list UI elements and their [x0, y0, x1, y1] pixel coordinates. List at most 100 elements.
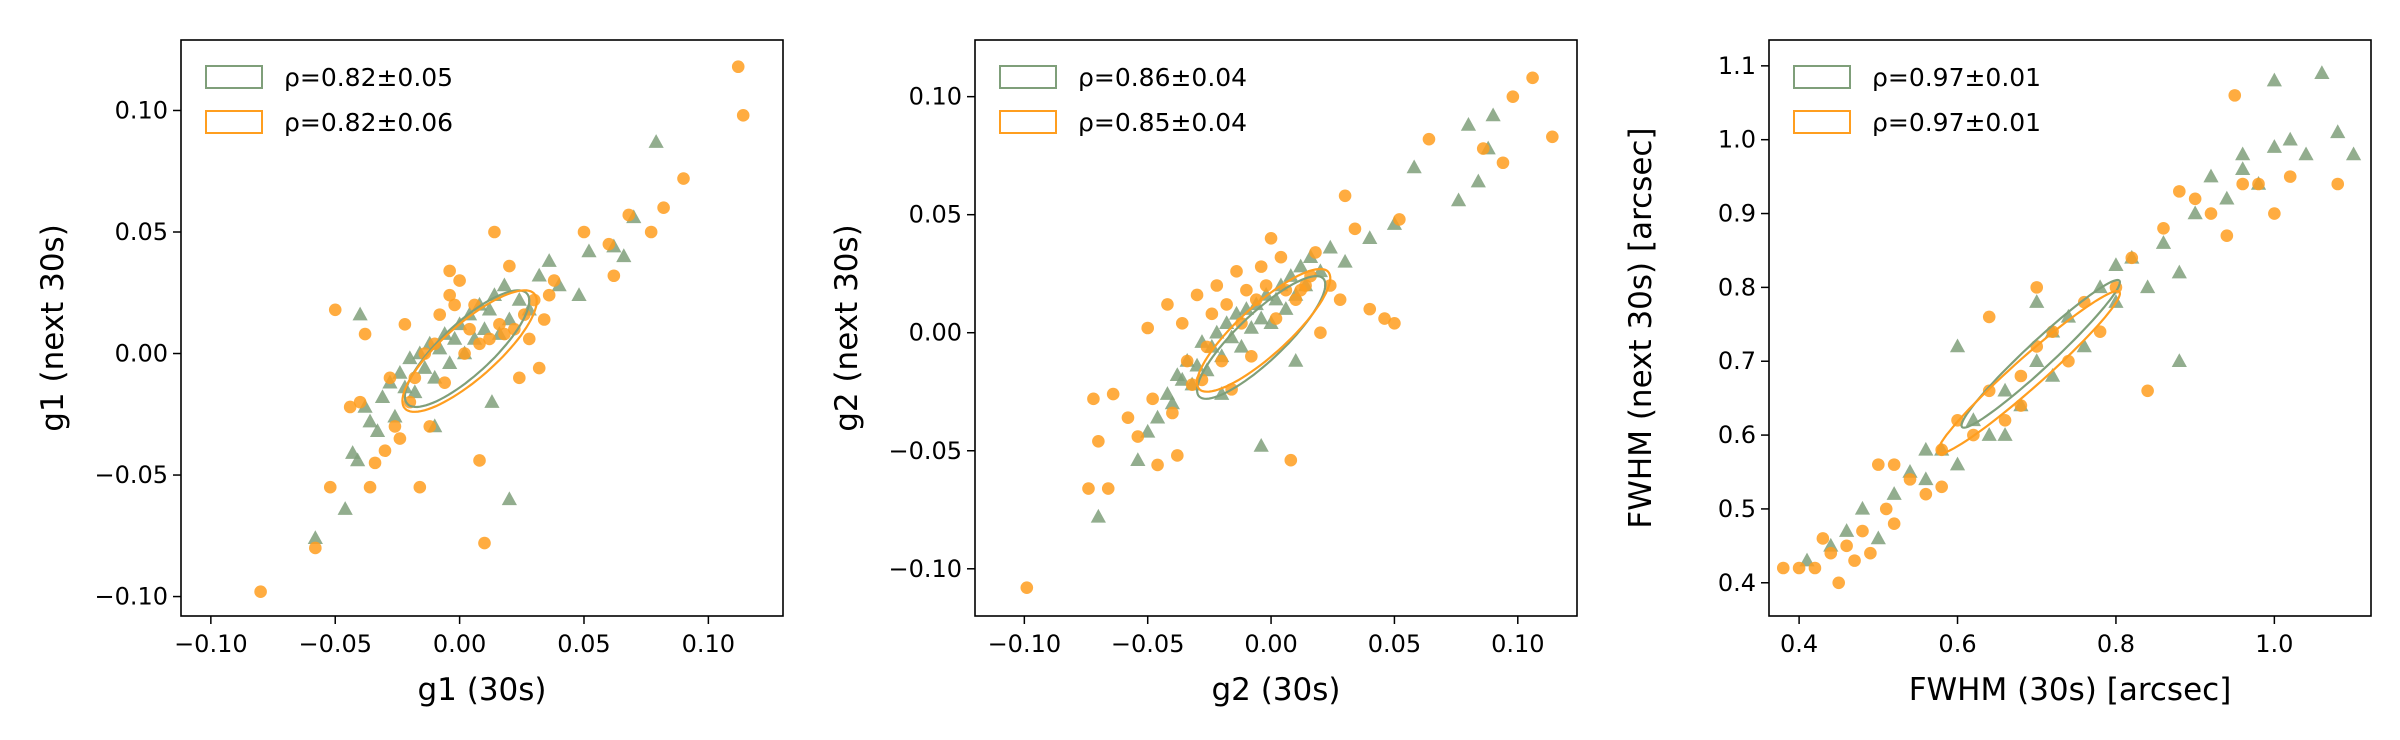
y-tick-label: 0.9 — [1718, 200, 1756, 228]
data-point-circle — [622, 208, 636, 222]
data-point-circle — [463, 322, 476, 336]
data-point-triangle — [407, 384, 423, 399]
data-point-circle — [1546, 130, 1559, 144]
x-tick-label: −0.05 — [1111, 630, 1185, 658]
data-point-circle — [522, 332, 536, 346]
data-point-circle — [1309, 246, 1322, 259]
data-point-circle — [1879, 502, 1893, 516]
data-point-triangle — [350, 452, 366, 467]
x-axis-label: g2 (30s) — [1211, 672, 1340, 708]
data-point-triangle — [501, 491, 517, 506]
data-point-triangle — [2044, 368, 2061, 382]
data-point-triangle — [2060, 308, 2077, 323]
data-point-circle — [1338, 189, 1352, 203]
data-point-circle — [1816, 532, 1830, 545]
covariance-ellipse-1 — [1960, 278, 2122, 429]
data-point-circle — [2093, 325, 2107, 338]
legend-label: ρ=0.85±0.04 — [1078, 108, 1247, 137]
data-point-triangle — [1854, 500, 1871, 515]
data-point-triangle — [1293, 258, 1309, 273]
data-point-circle — [1476, 142, 1490, 155]
covariance-ellipse-2 — [401, 289, 538, 413]
data-point-triangle — [2282, 131, 2298, 146]
data-point-triangle — [1278, 301, 1294, 315]
y-tick-label: −0.05 — [888, 437, 962, 465]
data-point-circle — [483, 332, 496, 346]
y-tick-label: 0.00 — [115, 340, 168, 368]
data-point-circle — [731, 60, 745, 74]
data-point-triangle — [1233, 338, 1250, 353]
data-point-circle — [1087, 392, 1100, 406]
data-point-circle — [2331, 177, 2345, 191]
data-point-circle — [493, 318, 506, 331]
data-point-triangle — [1470, 173, 1486, 188]
data-point-circle — [1259, 279, 1273, 292]
data-point-circle — [1422, 132, 1436, 146]
data-point-circle — [1378, 312, 1391, 325]
data-point-circle — [1903, 473, 1917, 486]
data-point-triangle — [481, 301, 498, 316]
x-tick-label: −0.10 — [174, 630, 248, 658]
covariance-ellipse-2 — [1936, 289, 2122, 455]
data-point-circle — [2030, 281, 2044, 294]
data-point-circle — [2173, 185, 2186, 198]
x-axis-label: FWHM (30s) [arcsec] — [1909, 672, 2232, 708]
data-point-triangle — [1322, 239, 1338, 254]
data-point-circle — [537, 313, 551, 326]
data-point-triangle — [2187, 205, 2203, 220]
data-point-circle — [1190, 288, 1204, 302]
data-point-circle — [254, 585, 267, 598]
data-point-triangle — [1130, 452, 1146, 466]
data-point-triangle — [1823, 537, 1839, 552]
y-tick-label: 0.05 — [115, 218, 168, 246]
x-tick-label: 0.00 — [1244, 630, 1297, 658]
y-tick-label: 0.05 — [909, 201, 962, 229]
x-tick-label: 0.4 — [1780, 630, 1818, 658]
data-point-triangle — [1918, 441, 1934, 456]
data-point-circle — [677, 172, 690, 185]
data-point-circle — [328, 303, 342, 317]
data-point-triangle — [2298, 146, 2314, 161]
data-point-circle — [1180, 354, 1194, 368]
data-point-circle — [542, 288, 556, 302]
data-point-triangle — [484, 394, 500, 408]
data-point-circle — [413, 480, 427, 494]
y-tick-label: −0.10 — [94, 583, 168, 611]
data-point-circle — [1872, 458, 1885, 471]
data-point-triangle — [476, 321, 493, 335]
data-point-triangle — [1839, 523, 1855, 537]
data-point-triangle — [511, 292, 527, 306]
y-tick-label: 0.7 — [1718, 347, 1756, 375]
data-point-circle — [1146, 392, 1159, 406]
data-point-circle — [438, 376, 451, 389]
legend-swatch — [1793, 110, 1851, 134]
data-point-triangle — [1228, 305, 1245, 320]
data-point-triangle — [501, 311, 517, 326]
data-point-circle — [2236, 177, 2249, 191]
data-point-circle — [388, 420, 402, 433]
data-point-circle — [1314, 326, 1327, 340]
data-point-triangle — [1450, 192, 1467, 207]
legend-label: ρ=0.82±0.06 — [284, 108, 453, 137]
y-tick-label: 1.1 — [1718, 52, 1756, 80]
data-point-circle — [2141, 384, 2154, 398]
legend-swatch — [205, 110, 263, 134]
data-point-triangle — [496, 277, 512, 292]
data-point-circle — [478, 536, 491, 550]
data-point-circle — [353, 395, 367, 409]
series-1 — [1799, 65, 2362, 567]
y-tick-label: 0.10 — [909, 83, 962, 111]
data-point-circle — [1840, 539, 1853, 553]
data-point-triangle — [337, 501, 353, 515]
data-point-circle — [383, 371, 397, 385]
plot-frame — [974, 39, 1578, 617]
y-tick-label: 0.8 — [1718, 273, 1756, 301]
legend: ρ=0.97±0.01 ρ=0.97±0.01 — [1793, 63, 2041, 137]
legend-label: ρ=0.86±0.04 — [1078, 63, 1247, 92]
data-point-circle — [547, 274, 561, 287]
data-point-circle — [1919, 487, 1933, 501]
series-2 — [1020, 71, 1559, 594]
data-point-circle — [418, 347, 432, 360]
data-point-circle — [1982, 310, 1996, 324]
data-point-circle — [1175, 316, 1189, 330]
